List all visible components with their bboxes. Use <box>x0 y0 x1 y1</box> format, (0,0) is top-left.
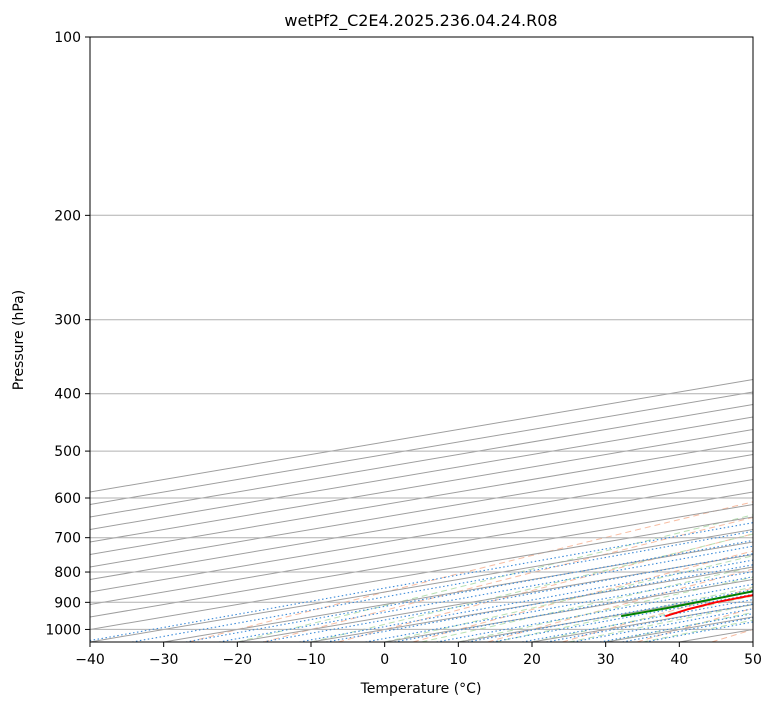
isotherm <box>90 491 753 606</box>
isotherm <box>90 503 753 618</box>
isotherm <box>310 566 753 642</box>
dry-adiabat <box>188 501 753 642</box>
isotherm <box>90 453 753 568</box>
isotherm <box>90 441 753 556</box>
mixing-ratio-line <box>131 530 753 642</box>
x-axis-label: Temperature (°C) <box>360 681 482 697</box>
mixing-ratio-line <box>262 553 753 642</box>
isotherm <box>384 578 753 642</box>
x-tick-label: 50 <box>744 652 762 668</box>
plot-frame <box>89 36 754 643</box>
y-tick-label: 600 <box>54 491 81 507</box>
moist-adiabat <box>531 595 753 642</box>
chart-title: wetPf2_C2E4.2025.236.04.24.R08 <box>284 11 557 31</box>
moist-adiabat <box>642 619 753 642</box>
dry-adiabat <box>636 607 753 642</box>
isotherm <box>90 428 753 543</box>
dry-adiabat <box>412 550 753 642</box>
mixing-ratio-lines <box>90 522 753 642</box>
x-tick-label: −40 <box>75 652 105 668</box>
isotherm <box>90 391 753 506</box>
isotherm <box>90 466 753 581</box>
moist-adiabat <box>310 533 753 642</box>
y-tick-label: 200 <box>54 208 81 224</box>
x-tick-label: −10 <box>296 652 326 668</box>
y-tick-label: 500 <box>54 444 81 460</box>
isotherm <box>90 378 753 493</box>
mixing-ratio-line <box>521 599 753 642</box>
isotherm <box>752 641 753 642</box>
pressure-gridlines <box>90 37 753 630</box>
y-tick-label: 300 <box>54 313 81 329</box>
mixing-ratio-line <box>622 617 753 642</box>
mixing-ratio-line <box>185 539 753 642</box>
isotherm <box>531 603 753 642</box>
isotherms <box>90 378 753 642</box>
isotherm <box>90 416 753 531</box>
moist-adiabat <box>421 566 753 642</box>
y-tick-label: 700 <box>54 531 81 547</box>
dry-adiabat <box>711 628 753 642</box>
mixing-ratio-line <box>299 559 753 642</box>
y-tick-label: 400 <box>54 387 81 403</box>
x-tick-label: −30 <box>149 652 179 668</box>
x-tick-label: 40 <box>670 652 688 668</box>
y-axis-label: Pressure (hPa) <box>11 290 27 390</box>
x-tick-label: 20 <box>523 652 541 668</box>
isotherm <box>90 478 753 593</box>
isotherm <box>90 528 753 642</box>
y-tick-label: 800 <box>54 565 81 581</box>
y-tick-label: 900 <box>54 595 81 611</box>
x-tick-label: 10 <box>449 652 467 668</box>
x-tick-label: 0 <box>380 652 389 668</box>
dry-adiabats <box>188 501 753 642</box>
moist-adiabat <box>237 514 753 642</box>
mixing-ratio-line <box>218 545 753 642</box>
moist-adiabat <box>384 555 753 642</box>
dry-adiabat <box>487 568 753 642</box>
mixing-ratio-line <box>572 608 753 642</box>
moist-adiabat <box>568 604 753 642</box>
moist-adiabat <box>495 586 753 642</box>
mixing-ratio-line <box>599 613 753 642</box>
y-tick-label: 100 <box>54 30 81 46</box>
x-tick-label: 30 <box>597 652 615 668</box>
x-tick-label: −20 <box>223 652 253 668</box>
plot-area: 0.10.20.40.611.52346810131620253036-100-… <box>90 37 753 642</box>
x-axis-ticks: −40 −30 −20 −10 0 10 20 30 40 50 <box>75 642 762 668</box>
mixing-ratio-line <box>326 564 753 642</box>
y-axis-ticks: 100 200 300 400 500 600 700 800 900 1000 <box>45 30 90 638</box>
isotherm <box>90 403 753 518</box>
isotherm <box>90 516 753 631</box>
y-tick-label: 1000 <box>45 622 81 638</box>
